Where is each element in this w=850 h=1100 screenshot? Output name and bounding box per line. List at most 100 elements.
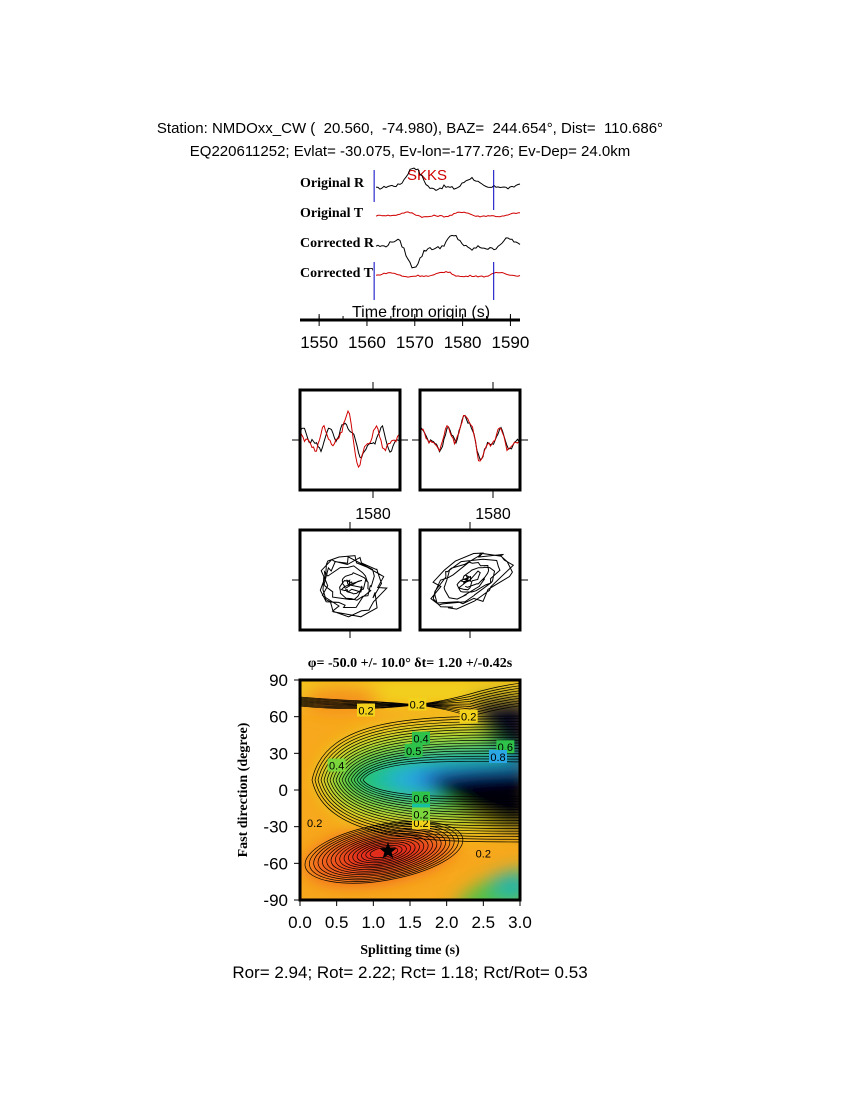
energy-map-x-tick-label: 2.5 bbox=[472, 913, 496, 932]
contour-label: 0.2 bbox=[476, 849, 491, 861]
best-fit-star bbox=[379, 842, 397, 859]
window-markers bbox=[373, 170, 495, 300]
time-axis-tick-label: 1560 bbox=[348, 333, 386, 352]
trace-label-corrected-r: Corrected R bbox=[300, 236, 375, 251]
header-station-line: Station: NMDOxx_CW ( 20.560, -74.980), B… bbox=[156, 120, 664, 137]
time-axis-tick-label: 1580 bbox=[444, 333, 482, 352]
contour-line bbox=[352, 839, 416, 865]
contour-line bbox=[300, 692, 520, 706]
contour-label-bg bbox=[327, 758, 346, 772]
energy-map: φ= -50.0 +/- 10.0° δt= 1.20 +/-0.42s bbox=[236, 656, 532, 958]
time-axis-tick-label: 1590 bbox=[492, 333, 530, 352]
contour-label: 0.4 bbox=[329, 761, 344, 773]
contour-line bbox=[300, 696, 520, 717]
particle-motion-before-path bbox=[319, 555, 388, 618]
phase-label: SKKS bbox=[407, 167, 447, 184]
contour-label: 0.2 bbox=[413, 818, 428, 830]
trace-original-t bbox=[375, 211, 521, 218]
traces-panel: Original R Original T Corrected R Correc… bbox=[300, 167, 529, 352]
waveform-panel-before: 1580 bbox=[292, 382, 408, 523]
contour-line bbox=[343, 836, 425, 869]
energy-map-x-tick-label: 2.0 bbox=[435, 913, 459, 932]
energy-map-xlabel: Splitting time (s) bbox=[360, 943, 460, 958]
contour-line bbox=[362, 761, 520, 797]
contour-line bbox=[300, 698, 520, 712]
time-axis-ticks: 1550 1560 1570 1580 1590 bbox=[300, 314, 529, 352]
contour-line bbox=[300, 695, 520, 707]
contour-line bbox=[356, 841, 412, 864]
contour-line bbox=[300, 685, 520, 709]
contour-line bbox=[317, 721, 520, 837]
contour-labels: 0.20.20.20.40.50.60.80.40.20.20.60.80.20… bbox=[305, 697, 515, 861]
particle-motion-after bbox=[412, 522, 528, 638]
contour-label-bg bbox=[474, 846, 493, 860]
energy-map-title: φ= -50.0 +/- 10.0° δt= 1.20 +/-0.42s bbox=[308, 656, 513, 671]
contour-label: 0.2 bbox=[461, 712, 476, 724]
contour-label-bg bbox=[412, 731, 430, 745]
contour-line bbox=[311, 715, 520, 843]
contour-label-bg bbox=[357, 703, 375, 717]
energy-map-x-tick-label: 0.0 bbox=[288, 913, 312, 932]
energy-map-x-tick-label: 3.0 bbox=[508, 913, 532, 932]
contour-label-bg bbox=[489, 750, 507, 763]
contour-line bbox=[300, 682, 520, 710]
trace-corrected-r bbox=[375, 234, 521, 269]
energy-map-y-tick-label: -60 bbox=[263, 854, 288, 873]
energy-map-y-tick-label: -90 bbox=[263, 891, 288, 910]
contour-label: 0.2 bbox=[413, 809, 428, 821]
contour-line bbox=[308, 822, 459, 882]
contour-line bbox=[361, 843, 407, 862]
contour-line bbox=[314, 718, 520, 840]
energy-map-x-ticks: 0.0 0.5 1.0 1.5 2.0 2.5 3.0 bbox=[288, 900, 532, 932]
energy-map-x-tick-label: 1.5 bbox=[398, 913, 422, 932]
contour-label-bg bbox=[459, 709, 478, 723]
contour-label: 0.2 bbox=[307, 818, 322, 830]
contour-line bbox=[313, 824, 455, 881]
trace-corrected-t bbox=[375, 271, 521, 278]
particle-motion-after-path bbox=[430, 552, 515, 610]
waveform-before-tick-label: 1580 bbox=[355, 506, 391, 523]
waveform-after-transverse bbox=[420, 414, 520, 462]
trace-original-r bbox=[375, 167, 521, 191]
time-axis-tick-label: 1570 bbox=[396, 333, 434, 352]
energy-map-y-tick-label: 0 bbox=[279, 781, 288, 800]
energy-map-y-tick-label: -30 bbox=[263, 818, 288, 837]
contour-line bbox=[335, 832, 433, 872]
contour-label: 0.5 bbox=[406, 746, 421, 758]
contour-label: 0.2 bbox=[358, 706, 373, 718]
contour-label: 0.6 bbox=[413, 794, 428, 806]
contour-line bbox=[300, 697, 520, 710]
contour-line bbox=[339, 834, 429, 870]
contour-line bbox=[330, 831, 438, 874]
energy-map-x-tick-label: 0.5 bbox=[325, 913, 349, 932]
contour-label-bg bbox=[404, 743, 423, 757]
contour-label: 0.4 bbox=[413, 734, 428, 746]
contour-label: 0.8 bbox=[490, 752, 505, 764]
energy-map-y-tick-label: 60 bbox=[269, 708, 288, 727]
energy-map-y-tick-label: 90 bbox=[269, 671, 288, 690]
time-axis-tick-label: 1550 bbox=[300, 333, 338, 352]
particle-motion-before bbox=[292, 522, 408, 638]
contour-line bbox=[348, 838, 420, 867]
energy-map-field bbox=[300, 680, 520, 900]
waveform-before-transverse bbox=[300, 409, 400, 469]
header-event-line: EQ220611252; Evlat= -30.075, Ev-lon=-177… bbox=[189, 143, 631, 160]
waveform-panel-after: 1580 bbox=[412, 382, 528, 523]
trace-label-original-r: Original R bbox=[300, 176, 365, 191]
contour-line bbox=[369, 846, 399, 859]
energy-map-y-ticks: 90 60 30 0 -30 -60 -90 bbox=[263, 671, 300, 910]
trace-label-corrected-t: Corrected T bbox=[300, 266, 374, 281]
contour-label-bg bbox=[412, 791, 430, 805]
contour-line bbox=[300, 690, 520, 707]
energy-map-y-tick-label: 30 bbox=[269, 744, 288, 763]
measurement-stats: Ror= 2.94; Rot= 2.22; Rct= 1.18; Rct/Rot… bbox=[232, 963, 588, 982]
contour-label-bg bbox=[496, 740, 515, 754]
contour-label-bg bbox=[305, 816, 324, 829]
contour-line bbox=[365, 844, 403, 860]
energy-map-x-tick-label: 1.0 bbox=[362, 913, 386, 932]
contour-line bbox=[322, 827, 446, 877]
contour-label: 0.2 bbox=[410, 699, 425, 711]
energy-map-ylabel: Fast direction (degree) bbox=[236, 722, 251, 857]
waveform-before-radial bbox=[300, 422, 400, 459]
